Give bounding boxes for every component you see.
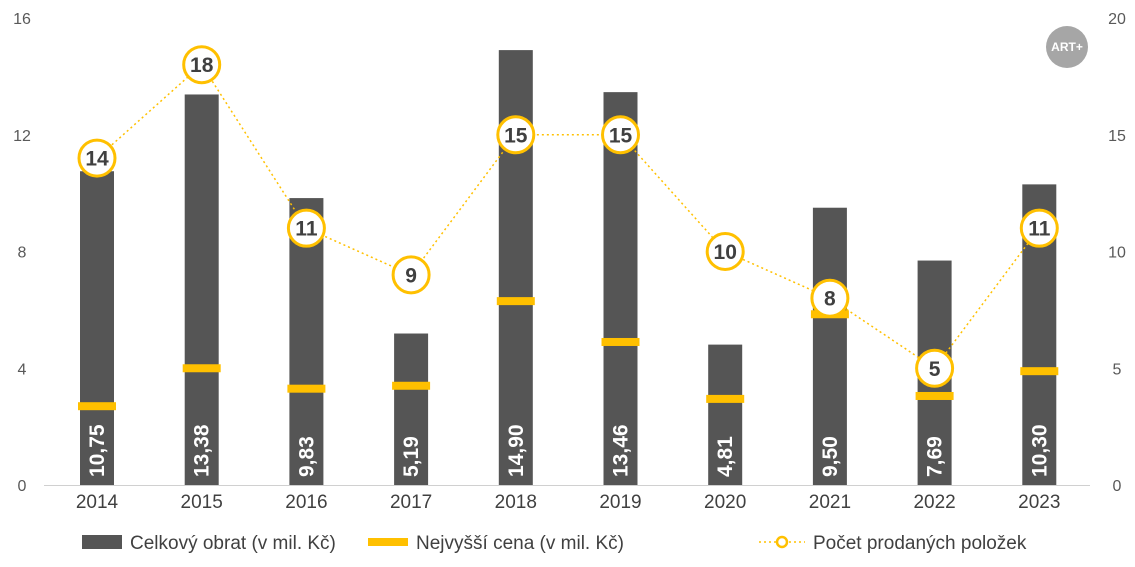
max-price-series <box>78 297 1059 411</box>
bar-value-label: 9,50 <box>819 436 842 477</box>
items-count-point <box>1019 208 1059 248</box>
items-count-point <box>286 208 326 248</box>
items-count-point <box>810 278 850 318</box>
items-count-label: 15 <box>609 124 633 147</box>
bar-value-label: 7,69 <box>924 436 947 477</box>
items-count-point <box>915 348 955 388</box>
x-tick-label: 2015 <box>181 492 223 513</box>
bar-value-label: 5,19 <box>400 436 423 477</box>
max-price-marker <box>601 337 640 346</box>
y-right-tick: 0 <box>1113 478 1122 495</box>
bar-value-label: 14,90 <box>505 424 528 477</box>
y-left-tick: 0 <box>18 478 27 495</box>
x-tick-label: 2016 <box>285 492 327 513</box>
items-count-label: 8 <box>824 288 836 311</box>
items-count-label: 10 <box>714 241 737 264</box>
items-count-label: 18 <box>190 54 214 77</box>
x-tick-label: 2022 <box>913 492 955 513</box>
x-tick-label: 2023 <box>1018 492 1060 513</box>
items-count-series: 14 18 11 9 15 15 10 8 5 11 <box>77 45 1059 388</box>
bar-value-label: 9,83 <box>295 436 318 477</box>
legend-swatch-marker <box>368 538 408 546</box>
max-price-marker <box>287 384 326 393</box>
y-left-tick: 16 <box>13 11 31 28</box>
bar-value-label: 13,46 <box>610 424 633 477</box>
logo-text: ART+ <box>1051 40 1083 54</box>
items-count-line <box>96 63 1040 370</box>
items-count-label: 11 <box>295 218 318 241</box>
x-tick-label: 2021 <box>809 492 851 513</box>
bar <box>184 94 219 485</box>
bar-value-label: 13,38 <box>191 424 214 477</box>
max-price-marker <box>915 391 954 400</box>
items-count-label: 9 <box>405 264 417 287</box>
items-count-point <box>182 45 222 85</box>
bar-value-label: 10,30 <box>1028 424 1051 477</box>
logo-badge <box>1046 26 1088 68</box>
art-plus-logo: ART+ <box>1046 26 1088 68</box>
items-count-point <box>601 115 640 155</box>
items-count-label: 5 <box>929 358 941 381</box>
items-count-label: 15 <box>504 124 528 147</box>
y-right-tick: 20 <box>1108 11 1126 28</box>
y-left-tick: 8 <box>18 245 27 262</box>
items-count-point <box>391 255 431 295</box>
y-right-tick: 5 <box>1113 361 1122 378</box>
items-count-point <box>496 115 536 155</box>
legend-label-line: Počet prodaných položek <box>813 533 1027 554</box>
x-tick-label: 2020 <box>704 492 746 513</box>
bar <box>80 171 114 485</box>
x-axis: 2014 2015 2016 2017 2018 2019 2020 2021 2022 2023 <box>44 485 1090 513</box>
items-count-label: 11 <box>1028 218 1051 241</box>
bar-value-label: 4,81 <box>714 436 737 477</box>
items-count-label: 14 <box>85 148 109 171</box>
bar <box>394 333 429 485</box>
y-left-tick: 12 <box>13 128 31 145</box>
legend-swatch-circle <box>775 535 789 549</box>
max-price-marker <box>496 297 535 306</box>
items-count-point <box>705 232 745 271</box>
bar <box>812 207 847 485</box>
max-price-marker <box>706 394 745 403</box>
bars-series: 10,75 13,38 9,83 5,19 14,90 13,46 4,81 9,50 7,69… <box>80 50 1057 486</box>
bar <box>603 92 638 485</box>
legend: Celkový obrat (v mil. Kč) Nejvyšší cena … <box>82 533 1027 554</box>
bar-value-label: 10,75 <box>86 424 109 477</box>
legend-swatch-bar <box>82 535 122 549</box>
y-right-tick: 10 <box>1108 245 1126 262</box>
bar <box>708 344 743 485</box>
max-price-marker <box>78 402 116 411</box>
legend-label-bar: Celkový obrat (v mil. Kč) <box>130 533 336 554</box>
y-right-tick: 15 <box>1108 128 1126 145</box>
max-price-marker <box>182 364 221 373</box>
x-tick-label: 2017 <box>390 492 432 513</box>
x-tick-label: 2019 <box>599 492 641 513</box>
legend-label-marker: Nejvyšší cena (v mil. Kč) <box>416 533 624 554</box>
y-left-tick: 4 <box>18 361 27 378</box>
right-axis: 0 5 10 15 20 <box>1108 11 1126 495</box>
items-count-point <box>77 138 117 178</box>
x-tick-label: 2014 <box>76 492 119 513</box>
max-price-marker <box>1020 367 1059 376</box>
max-price-marker <box>392 381 431 390</box>
x-tick-label: 2018 <box>495 492 537 513</box>
left-axis: 0 4 8 12 16 <box>13 11 31 495</box>
